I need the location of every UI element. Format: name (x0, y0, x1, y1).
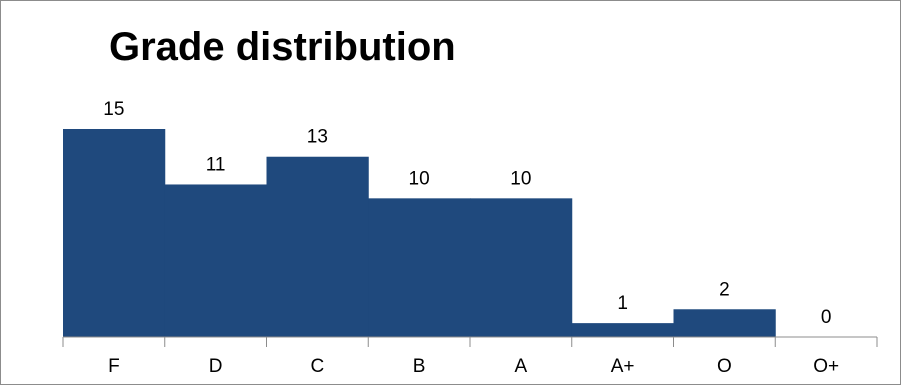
bar-B (368, 198, 471, 337)
tick-label-B: B (413, 356, 426, 377)
x-axis: F D C B A A+ O O+ (62, 336, 878, 377)
bar-F (63, 129, 166, 337)
bar-C (266, 156, 369, 337)
tick-label-O: O (717, 356, 732, 377)
tick-label-A: A (515, 356, 528, 377)
value-labels: 15 11 13 10 10 1 2 0 (103, 99, 831, 328)
value-label-F: 15 (103, 99, 124, 120)
tick-label-D: D (209, 356, 223, 377)
tick-label-F: F (108, 356, 120, 377)
value-label-A+: 1 (617, 293, 628, 314)
bar-A (470, 198, 573, 337)
bar-A+ (571, 323, 674, 337)
tick-label-O+: O+ (813, 356, 839, 377)
bar-D (164, 184, 267, 337)
tick-label-A+: A+ (611, 356, 635, 377)
value-label-D: 11 (206, 154, 226, 175)
value-label-O: 2 (719, 279, 730, 300)
value-label-C: 13 (307, 127, 328, 148)
bar-series (63, 129, 776, 337)
value-label-A: 10 (510, 168, 531, 189)
tick-label-C: C (311, 356, 325, 377)
chart-title: Grade distribution (109, 25, 456, 69)
value-label-O+: 0 (821, 307, 832, 328)
value-label-B: 10 (409, 168, 430, 189)
bar-O (673, 309, 776, 337)
